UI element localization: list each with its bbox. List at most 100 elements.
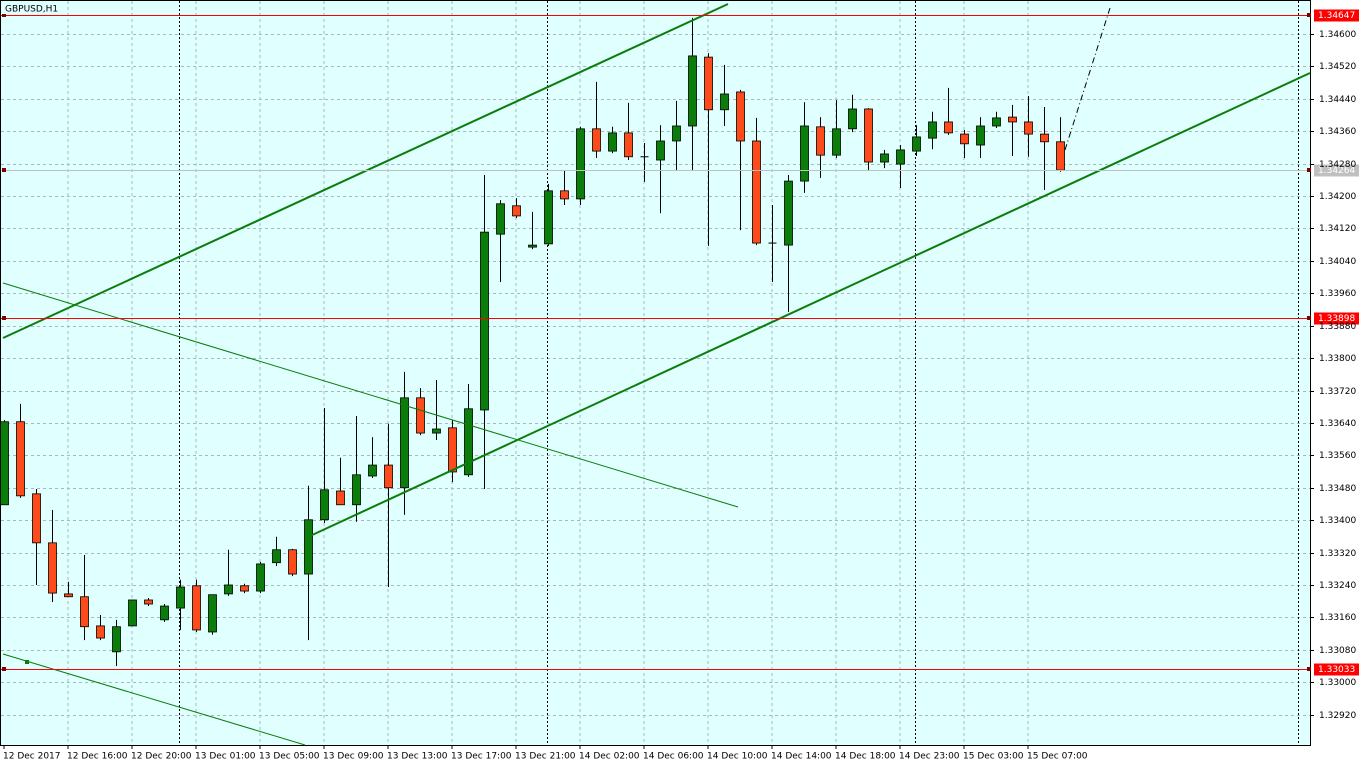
candle-body — [992, 117, 1001, 127]
candle-body — [48, 542, 57, 594]
x-tick-label: 12 Dec 16:00 — [67, 752, 128, 762]
candle-body — [1008, 116, 1017, 123]
y-tick-label: 1.33720 — [1319, 387, 1356, 397]
candle-body — [544, 190, 553, 245]
candle-body — [1056, 141, 1065, 171]
candle-body — [64, 593, 73, 598]
candle-body — [560, 190, 569, 200]
separators — [179, 1, 1299, 745]
title-bg — [2, 2, 64, 14]
line-handle — [2, 316, 6, 320]
candle-body — [256, 563, 265, 592]
candle-body — [96, 625, 105, 639]
y-tick-label: 1.33000 — [1319, 678, 1356, 688]
candle-body — [864, 108, 873, 163]
line-handle — [2, 168, 6, 172]
y-tick-label: 1.34520 — [1319, 62, 1356, 72]
candle-body — [448, 427, 457, 473]
x-tick-label: 14 Dec 10:00 — [707, 752, 768, 762]
candle-body — [208, 594, 217, 633]
y-tick-label: 1.34040 — [1319, 257, 1356, 267]
x-tick-label: 13 Dec 05:00 — [259, 752, 320, 762]
candle-body — [944, 121, 953, 134]
y-tick-label: 1.33880 — [1319, 322, 1356, 332]
y-tick-label: 1.33080 — [1319, 646, 1356, 656]
candle-body — [16, 421, 25, 497]
candle-body — [928, 121, 937, 139]
line-handle — [2, 13, 6, 17]
y-tick-label: 1.33240 — [1319, 581, 1356, 591]
x-tick-label: 13 Dec 09:00 — [323, 752, 384, 762]
y-tick-label: 1.33400 — [1319, 516, 1356, 526]
candle-body — [464, 408, 473, 476]
candle-body — [80, 596, 89, 628]
chart-title: GBPUSD,H1 — [5, 5, 58, 15]
candle-body — [896, 149, 905, 165]
x-tick-label: 13 Dec 01:00 — [195, 752, 256, 762]
x-tick-label: 13 Dec 21:00 — [515, 752, 576, 762]
line-handle — [1307, 168, 1311, 172]
channel-lower — [309, 72, 1311, 537]
y-tick-label: 1.33320 — [1319, 549, 1356, 559]
candle-body — [160, 605, 169, 621]
candle-body — [32, 493, 41, 544]
y-tick-label: 1.34360 — [1319, 127, 1356, 137]
price-label: 1.33033 — [1318, 665, 1355, 675]
trendline-handle — [25, 660, 29, 664]
x-tick-label: 12 Dec 20:00 — [131, 752, 192, 762]
price-label-box — [1314, 9, 1359, 22]
candle-body — [736, 91, 745, 142]
y-tick-label: 1.33560 — [1319, 451, 1356, 461]
line-handle — [2, 667, 6, 671]
x-tick-label: 15 Dec 07:00 — [1027, 752, 1088, 762]
candle-body — [672, 125, 681, 142]
candle-body — [512, 205, 521, 217]
y-tick-label: 1.34120 — [1319, 224, 1356, 234]
y-tick-label: 1.33640 — [1319, 419, 1356, 429]
candle-body — [416, 397, 425, 434]
candle-body — [848, 108, 857, 130]
candle-body — [352, 474, 361, 506]
x-tick-label: 14 Dec 14:00 — [771, 752, 832, 762]
candle-body — [912, 136, 921, 152]
candle-body — [880, 153, 889, 163]
y-tick-label: 1.34600 — [1319, 30, 1356, 40]
price-label-box — [1314, 663, 1359, 676]
line-handle — [1307, 13, 1311, 17]
plot-area — [0, 0, 1311, 746]
x-tick-label: 13 Dec 13:00 — [387, 752, 448, 762]
candle-body — [624, 132, 633, 158]
candle-body — [960, 133, 969, 145]
candle-body — [192, 585, 201, 631]
candle-body — [800, 125, 809, 182]
candle-body — [688, 55, 697, 127]
y-tick-label: 1.34200 — [1319, 192, 1356, 202]
candle-body — [0, 421, 9, 506]
y-tick-label: 1.32920 — [1319, 711, 1356, 721]
candle-body — [720, 93, 729, 111]
y-tick-label: 1.33960 — [1319, 289, 1356, 299]
candle-body — [176, 586, 185, 609]
line-handle — [1307, 316, 1311, 320]
candle-body — [272, 549, 281, 564]
candle-body — [976, 125, 985, 146]
candle-body — [752, 140, 761, 244]
candle-body — [592, 128, 601, 152]
candle-body — [528, 244, 537, 248]
y-tick-label: 1.33480 — [1319, 484, 1356, 494]
candle-body — [336, 490, 345, 506]
candle-body — [112, 626, 121, 653]
candle-body — [656, 140, 665, 161]
price-lines: 1.34647 1.34264 1.33898 1.33033 — [1, 9, 1359, 676]
line-handle — [1307, 667, 1311, 671]
candle-body — [368, 464, 377, 477]
x-tick-label: 12 Dec 2017 — [3, 752, 61, 762]
candle-body — [128, 599, 137, 627]
y-tick-label: 1.33160 — [1319, 613, 1356, 623]
candle-body — [816, 126, 825, 156]
candle-body — [400, 397, 409, 489]
candle-body — [704, 56, 713, 111]
x-tick-label: 14 Dec 02:00 — [579, 752, 640, 762]
candle-body — [576, 128, 585, 200]
